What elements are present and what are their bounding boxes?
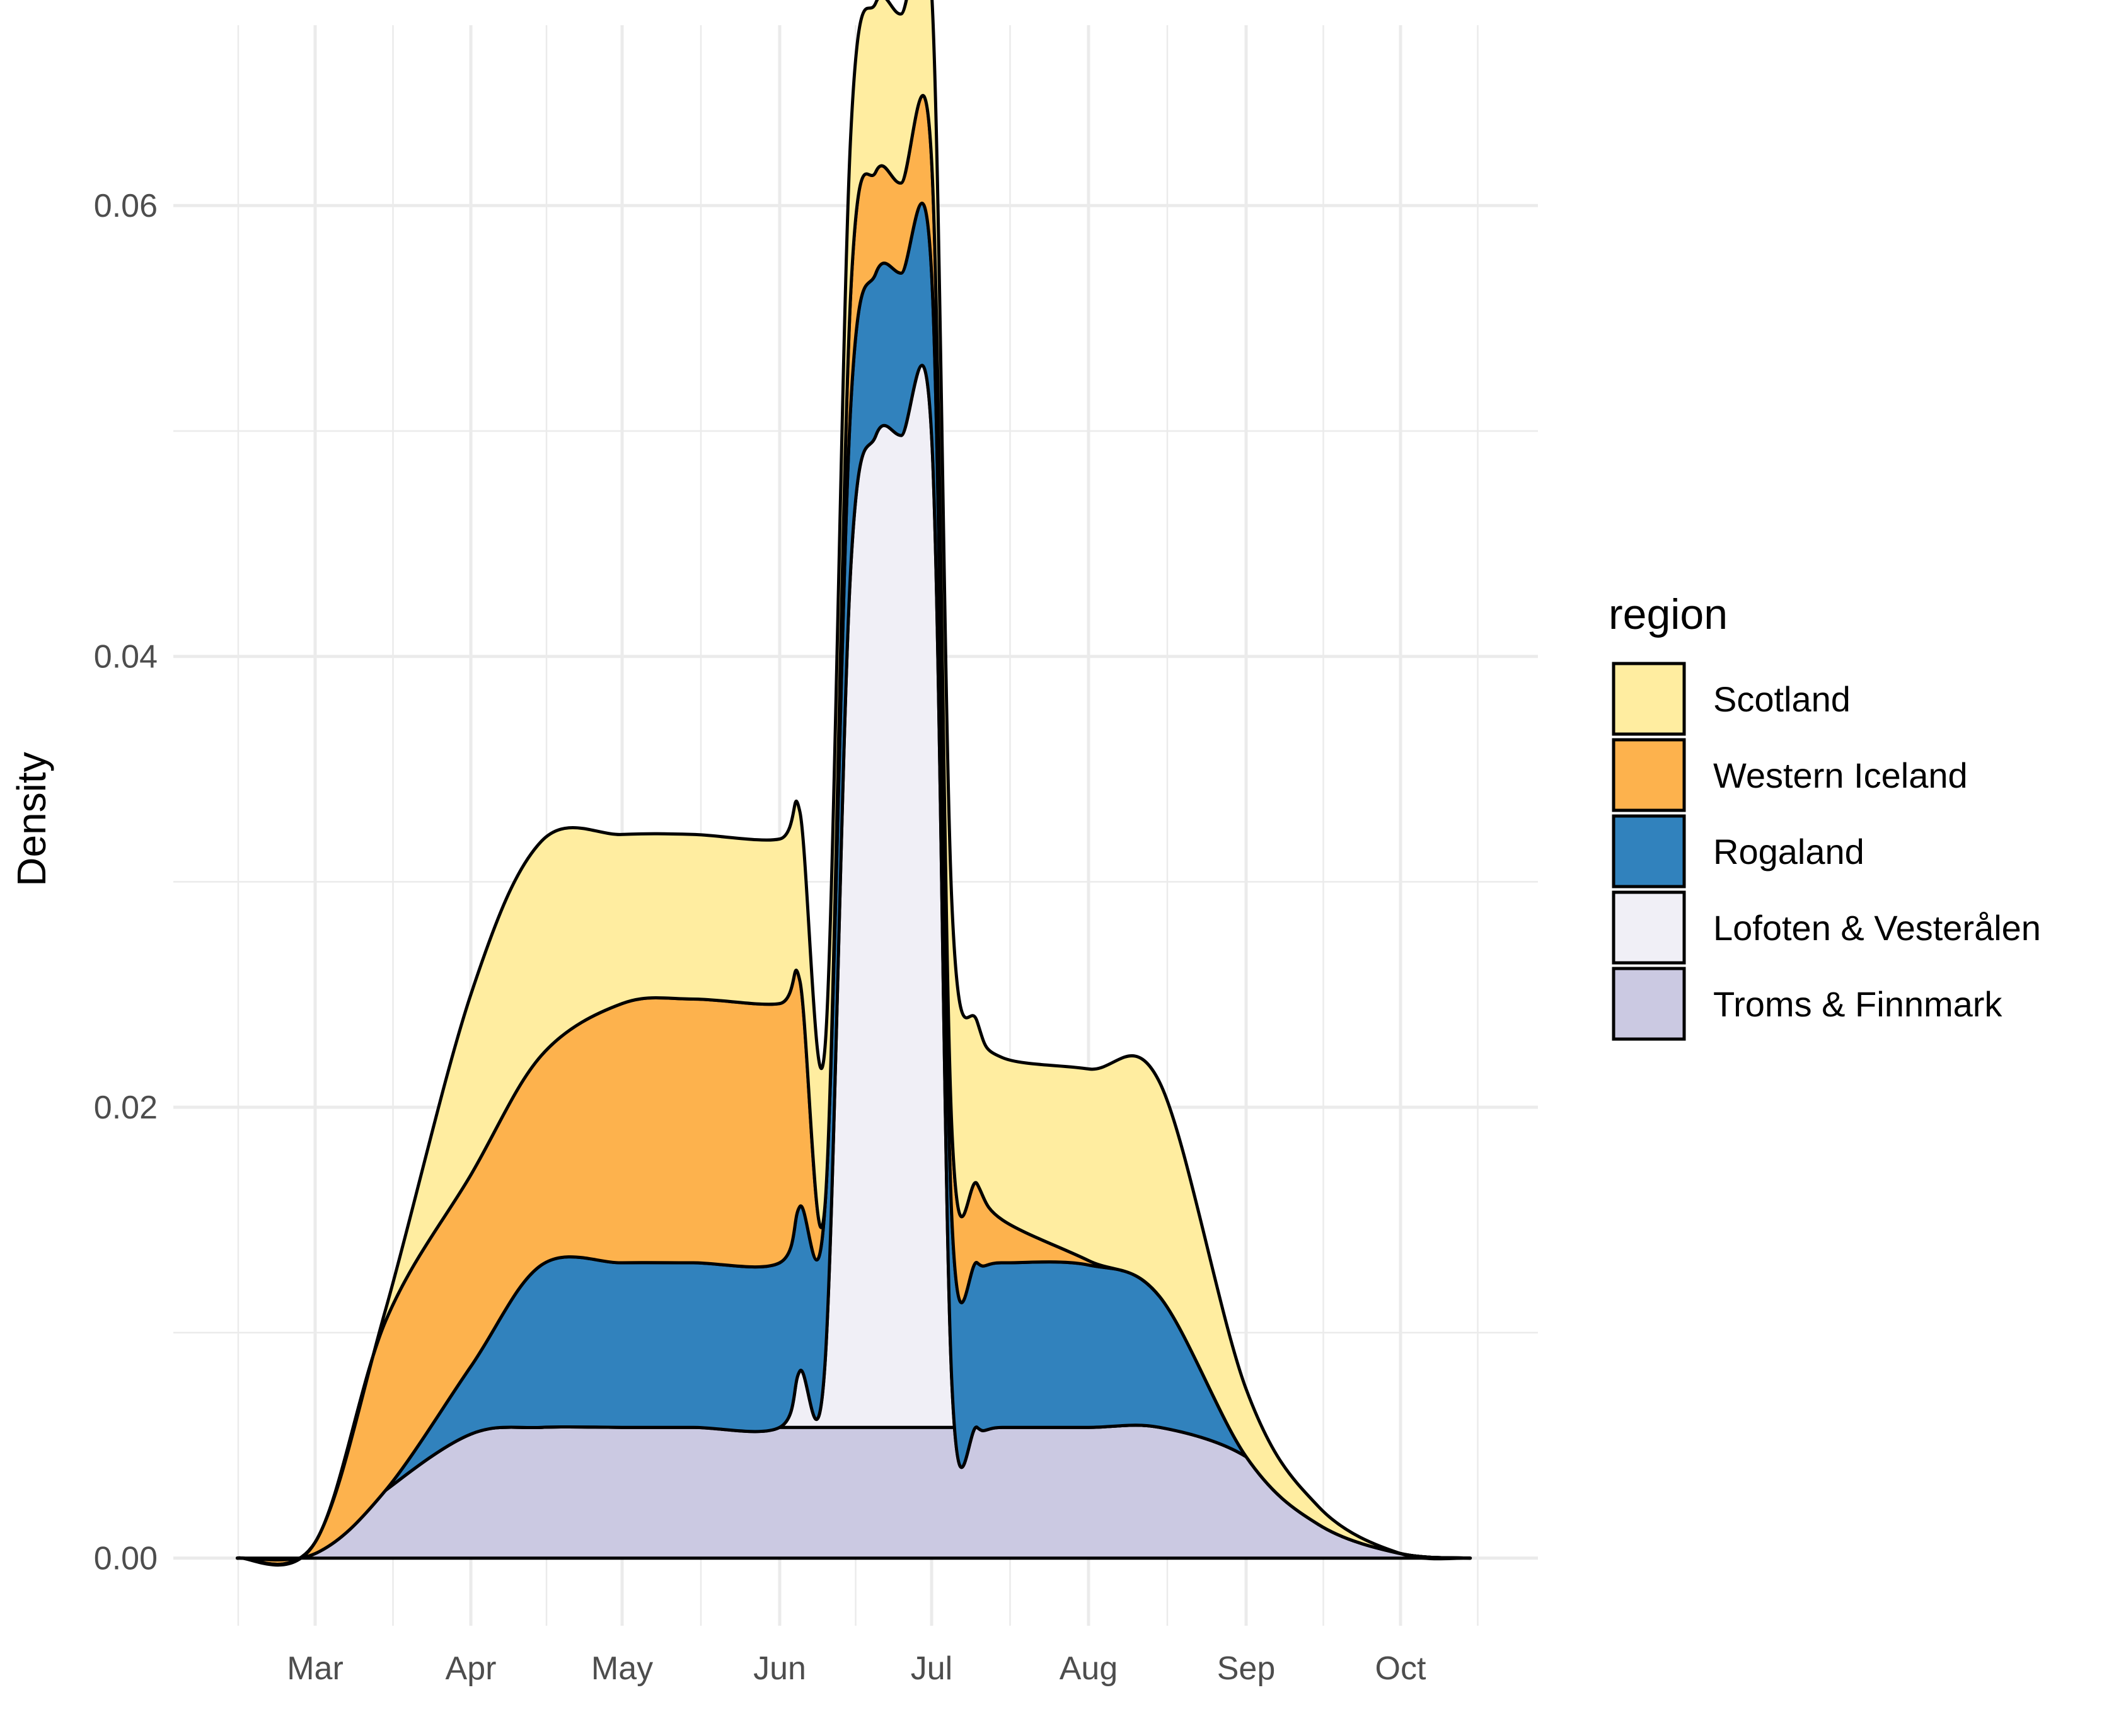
legend-label-troms-finnmark: Troms & Finnmark bbox=[1713, 984, 2002, 1024]
x-axis-ticks: Mar Apr May Jun Jul Aug Sep Oct bbox=[287, 1650, 1426, 1687]
x-tick-label: Sep bbox=[1217, 1650, 1276, 1687]
y-tick-label: 0.04 bbox=[94, 639, 158, 675]
legend-swatch-troms-finnmark bbox=[1612, 967, 1686, 1041]
legend-title: region bbox=[1609, 590, 1728, 638]
stacked-areas bbox=[236, 0, 1472, 1567]
y-axis-title: Density bbox=[9, 752, 54, 886]
y-tick-label: 0.00 bbox=[94, 1541, 158, 1577]
legend-swatch-scotland bbox=[1612, 662, 1686, 736]
legend-swatch-rogaland bbox=[1612, 814, 1686, 888]
y-tick-label: 0.06 bbox=[94, 188, 158, 224]
legend-swatch-lofoten-vester-len bbox=[1612, 890, 1686, 965]
legend-swatch-western-iceland bbox=[1612, 738, 1686, 812]
x-tick-label: Aug bbox=[1060, 1650, 1118, 1687]
legend: region Scotland Western Iceland Rogaland Lo… bbox=[1609, 590, 2041, 1041]
x-tick-label: May bbox=[591, 1650, 653, 1687]
area-scotland bbox=[236, 0, 1472, 1567]
x-tick-label: Jun bbox=[753, 1650, 806, 1687]
legend-label-scotland: Scotland bbox=[1713, 679, 1851, 719]
legend-label-western-iceland: Western Iceland bbox=[1713, 756, 1968, 795]
y-tick-label: 0.02 bbox=[94, 1089, 158, 1126]
legend-label-lofoten-vester-len: Lofoten & Vesterålen bbox=[1713, 908, 2041, 948]
x-tick-label: Apr bbox=[446, 1650, 497, 1687]
y-axis-ticks: 0.00 0.02 0.04 0.06 bbox=[94, 188, 158, 1577]
x-tick-label: Mar bbox=[287, 1650, 344, 1687]
x-tick-label: Jul bbox=[911, 1650, 952, 1687]
x-tick-label: Oct bbox=[1375, 1650, 1426, 1687]
legend-label-rogaland: Rogaland bbox=[1713, 832, 1864, 871]
